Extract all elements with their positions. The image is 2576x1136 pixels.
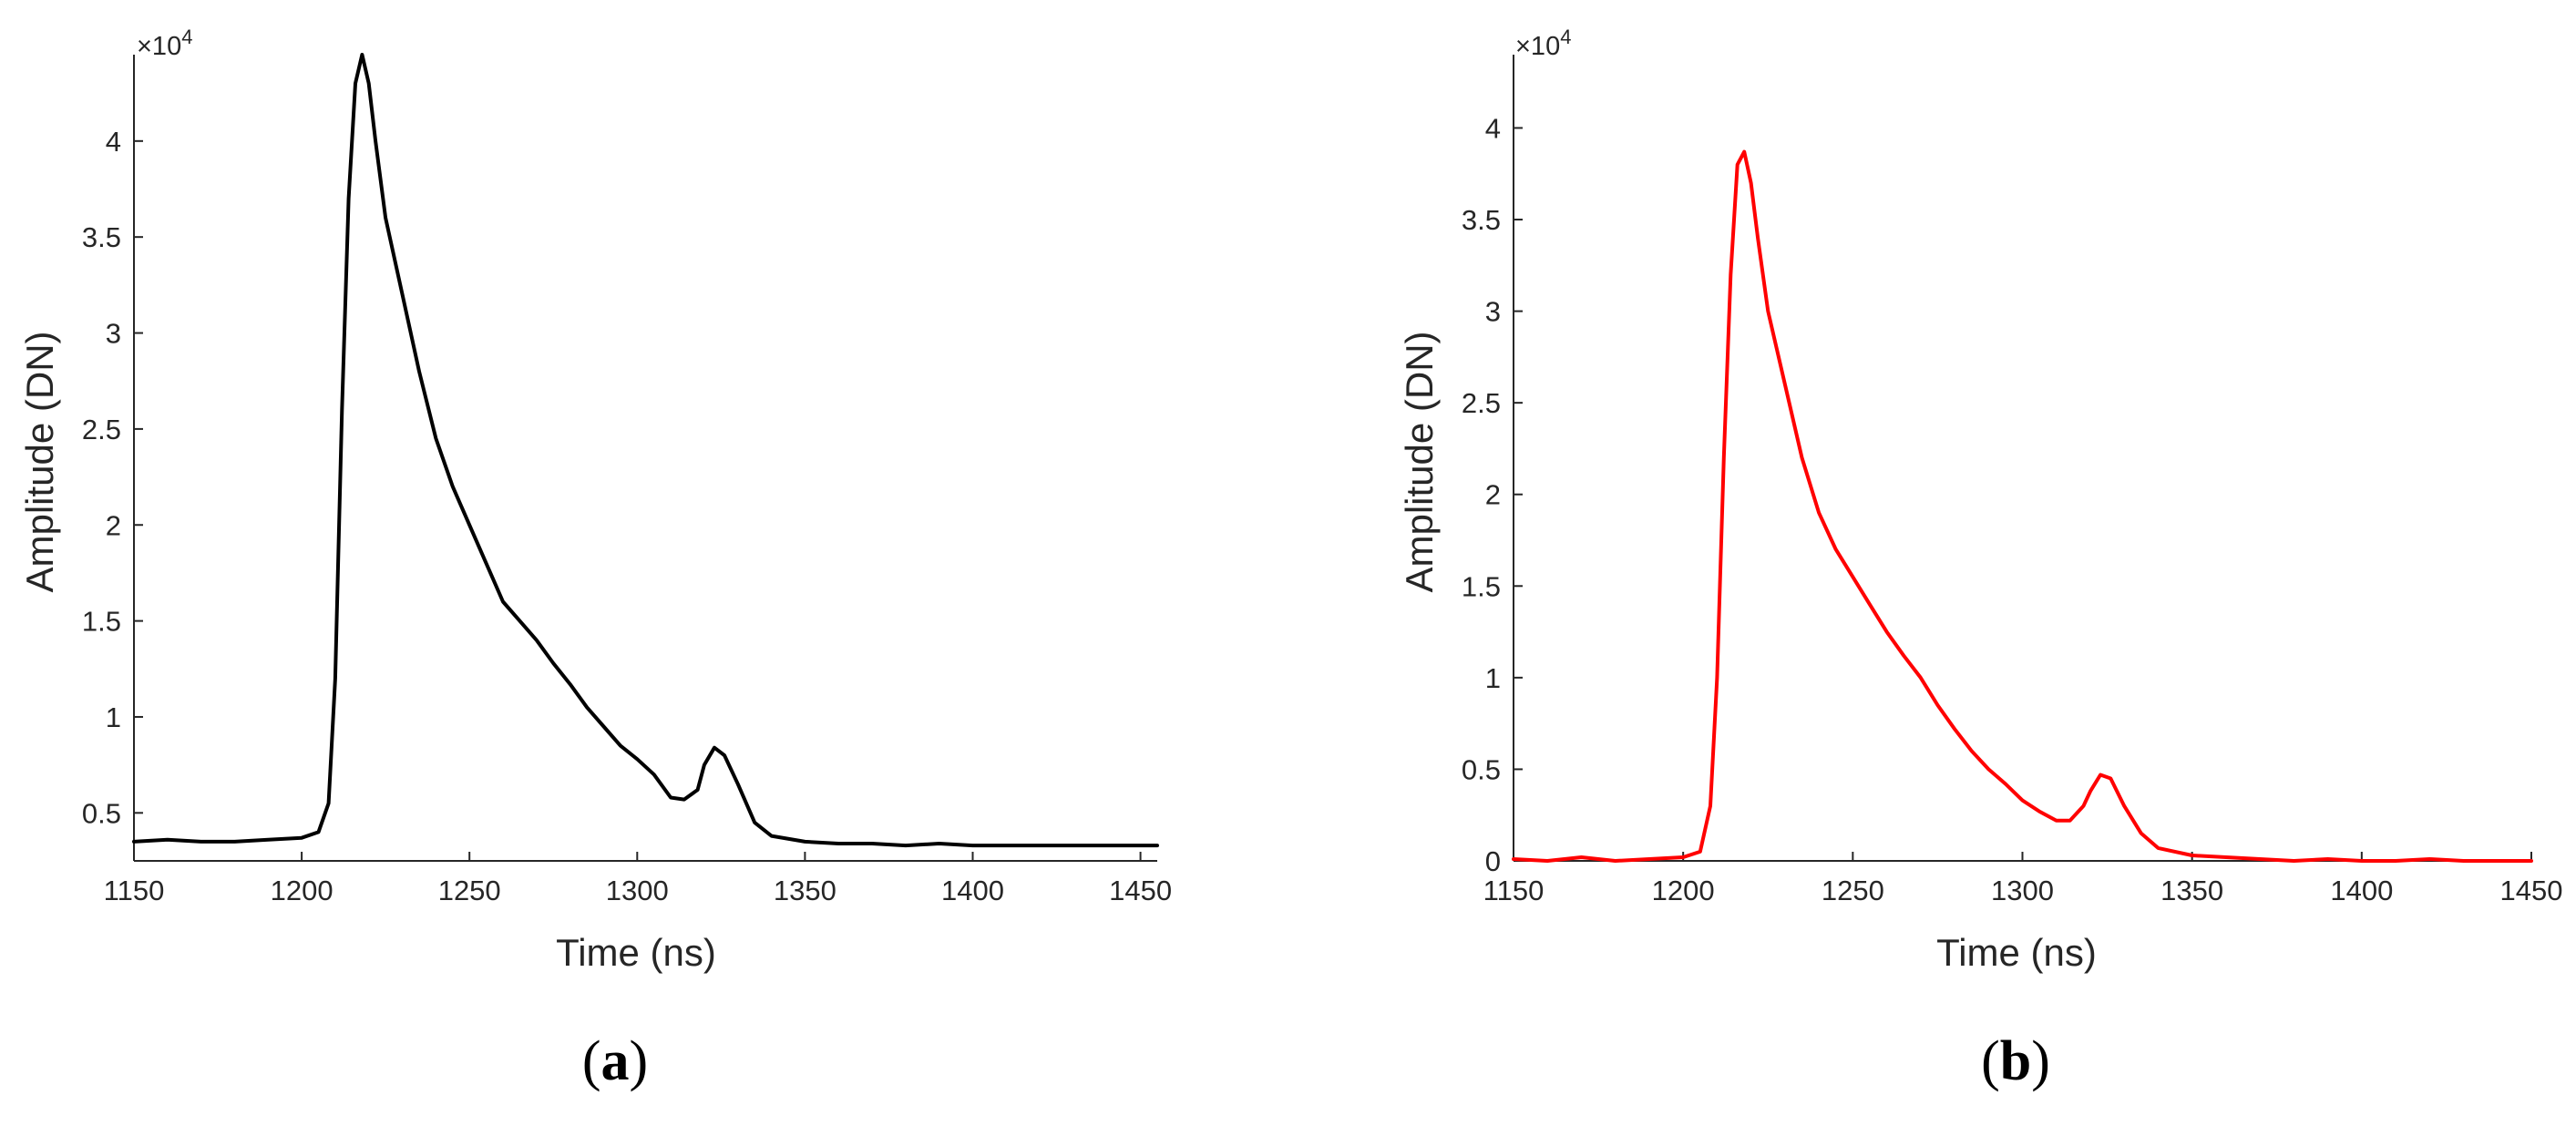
chart-a-panel-label: (a) (582, 1030, 648, 1092)
chart-a-series-line (132, 53, 1159, 848)
chart-b-x-tick-label: 1250 (1822, 875, 1884, 906)
chart-b-y-tick-label: 0.5 (1462, 753, 1501, 785)
chart-a-x-tick-label: 1300 (606, 875, 669, 906)
chart-a-y-tick-label: 3.5 (82, 221, 121, 253)
chart-b-y-tick-label: 2 (1485, 479, 1501, 511)
chart-a-xlabel: Time (ns) (556, 931, 716, 974)
chart-b-x-tick-label: 1300 (1991, 875, 2054, 906)
chart-a-y-tick-label: 4 (106, 126, 121, 158)
chart-a-x-tick-label: 1200 (271, 875, 334, 906)
chart-b-exponent-label: ×104 (1515, 26, 1571, 61)
chart-a-y-tick-label: 1 (106, 701, 121, 733)
chart-a-axes (133, 55, 1157, 862)
chart-a-y-tick-label: 2 (106, 509, 121, 541)
chart-b-xlabel: Time (ns) (1936, 931, 2097, 974)
chart-b-series-line (1512, 149, 2533, 863)
chart-a-y-tick-label: 0.5 (82, 797, 121, 829)
chart-a-x-tick-label: 1150 (104, 875, 165, 906)
chart-b-x-tick-label: 1200 (1652, 875, 1715, 906)
chart-a: 1150 1200 1250 1300 1350 1400 1450 0.5 1 1.5 2 2.5 3… (18, 26, 1172, 1092)
chart-a-ylabel: Amplitude (DN) (18, 331, 61, 592)
chart-b-y-tick-label: 1.5 (1462, 570, 1501, 602)
chart-b-panel-label: (b) (1981, 1030, 2050, 1092)
chart-a-x-tick-label: 1350 (774, 875, 836, 906)
chart-b-y-tick-label: 2.5 (1462, 387, 1501, 419)
chart-b: 1150 1200 1250 1300 1350 1400 1450 0 0.5 1 1.5 2 2.5… (1398, 26, 2562, 1092)
chart-a-y-tick-label: 2.5 (82, 414, 121, 445)
chart-b-y-tick-label: 4 (1485, 112, 1501, 144)
chart-a-y-tick-label: 3 (106, 318, 121, 350)
chart-a-exponent-label: ×104 (137, 26, 192, 61)
chart-a-x-tick-label: 1400 (941, 875, 1004, 906)
chart-b-y-tick-label: 3 (1485, 296, 1501, 328)
chart-a-ticks: 1150 1200 1250 1300 1350 1400 1450 0.5 1 1.5 2 2.5 3… (82, 126, 1172, 906)
chart-b-x-tick-label: 1400 (2330, 875, 2393, 906)
chart-a-y-tick-label: 1.5 (82, 606, 121, 638)
chart-b-y-tick-label: 0 (1485, 845, 1501, 877)
chart-b-x-tick-label: 1150 (1483, 875, 1545, 906)
chart-b-x-tick-label: 1450 (2500, 875, 2563, 906)
chart-b-axes (1513, 55, 2531, 862)
chart-b-y-tick-label: 1 (1485, 662, 1501, 694)
chart-b-ylabel: Amplitude (DN) (1398, 331, 1441, 592)
chart-a-x-tick-label: 1250 (438, 875, 501, 906)
chart-b-x-tick-label: 1350 (2160, 875, 2223, 906)
chart-b-y-tick-label: 3.5 (1462, 204, 1501, 236)
chart-a-x-tick-label: 1450 (1109, 875, 1172, 906)
chart-b-ticks: 1150 1200 1250 1300 1350 1400 1450 0 0.5 1 1.5 2 2.5… (1462, 112, 2563, 906)
